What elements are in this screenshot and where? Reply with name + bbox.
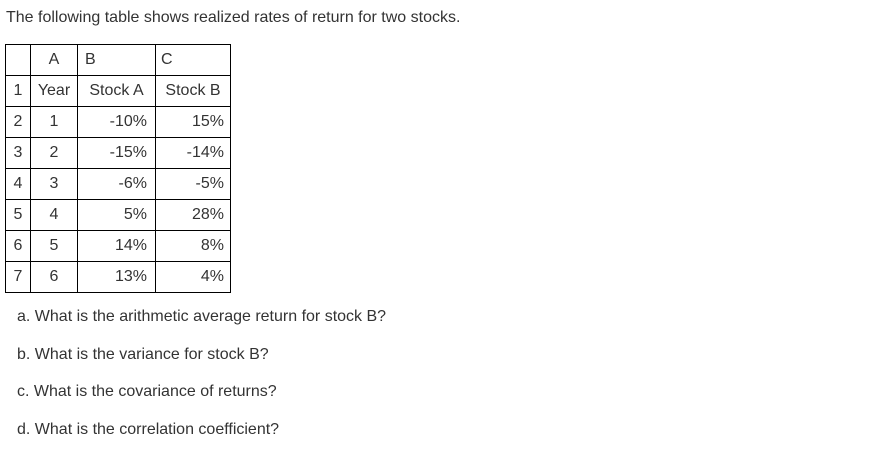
column-header-a: A [31,45,78,76]
year-cell: 2 [31,138,78,169]
table-row: 4 3 -6% -5% [6,169,231,200]
stock-b-cell: 28% [156,200,231,231]
question-b: b. What is the variance for stock B? [17,344,386,382]
table-row: 2 1 -10% 15% [6,107,231,138]
returns-table: A B C 1 Year Stock A Stock B 2 1 -10% 15… [5,44,231,293]
year-cell: 1 [31,107,78,138]
stock-a-cell: 14% [78,231,156,262]
row-number: 4 [6,169,31,200]
row-number: 1 [6,76,31,107]
table-row: 6 5 14% 8% [6,231,231,262]
table-row: 5 4 5% 28% [6,200,231,231]
question-c: c. What is the covariance of returns? [17,381,386,419]
table-row: 1 Year Stock A Stock B [6,76,231,107]
year-cell: 6 [31,262,78,293]
stock-b-cell: 4% [156,262,231,293]
table-row: 3 2 -15% -14% [6,138,231,169]
year-header: Year [31,76,78,107]
year-cell: 4 [31,200,78,231]
year-cell: 3 [31,169,78,200]
stock-a-cell: 13% [78,262,156,293]
row-number: 7 [6,262,31,293]
year-cell: 5 [31,231,78,262]
question-d: d. What is the correlation coefficient? [17,419,386,456]
question-a: a. What is the arithmetic average return… [17,306,386,344]
corner-cell [6,45,31,76]
column-header-c: C [156,45,231,76]
stock-a-header: Stock A [78,76,156,107]
stock-b-cell: -14% [156,138,231,169]
stock-b-header: Stock B [156,76,231,107]
stock-a-cell: -15% [78,138,156,169]
column-header-b: B [78,45,156,76]
row-number: 5 [6,200,31,231]
table-row: 7 6 13% 4% [6,262,231,293]
row-number: 3 [6,138,31,169]
row-number: 2 [6,107,31,138]
stock-a-cell: -10% [78,107,156,138]
stock-a-cell: 5% [78,200,156,231]
question-list: a. What is the arithmetic average return… [17,306,386,456]
stock-b-cell: 8% [156,231,231,262]
stock-b-cell: -5% [156,169,231,200]
column-header-row: A B C [6,45,231,76]
stock-b-cell: 15% [156,107,231,138]
row-number: 6 [6,231,31,262]
stock-a-cell: -6% [78,169,156,200]
intro-text: The following table shows realized rates… [6,8,460,28]
